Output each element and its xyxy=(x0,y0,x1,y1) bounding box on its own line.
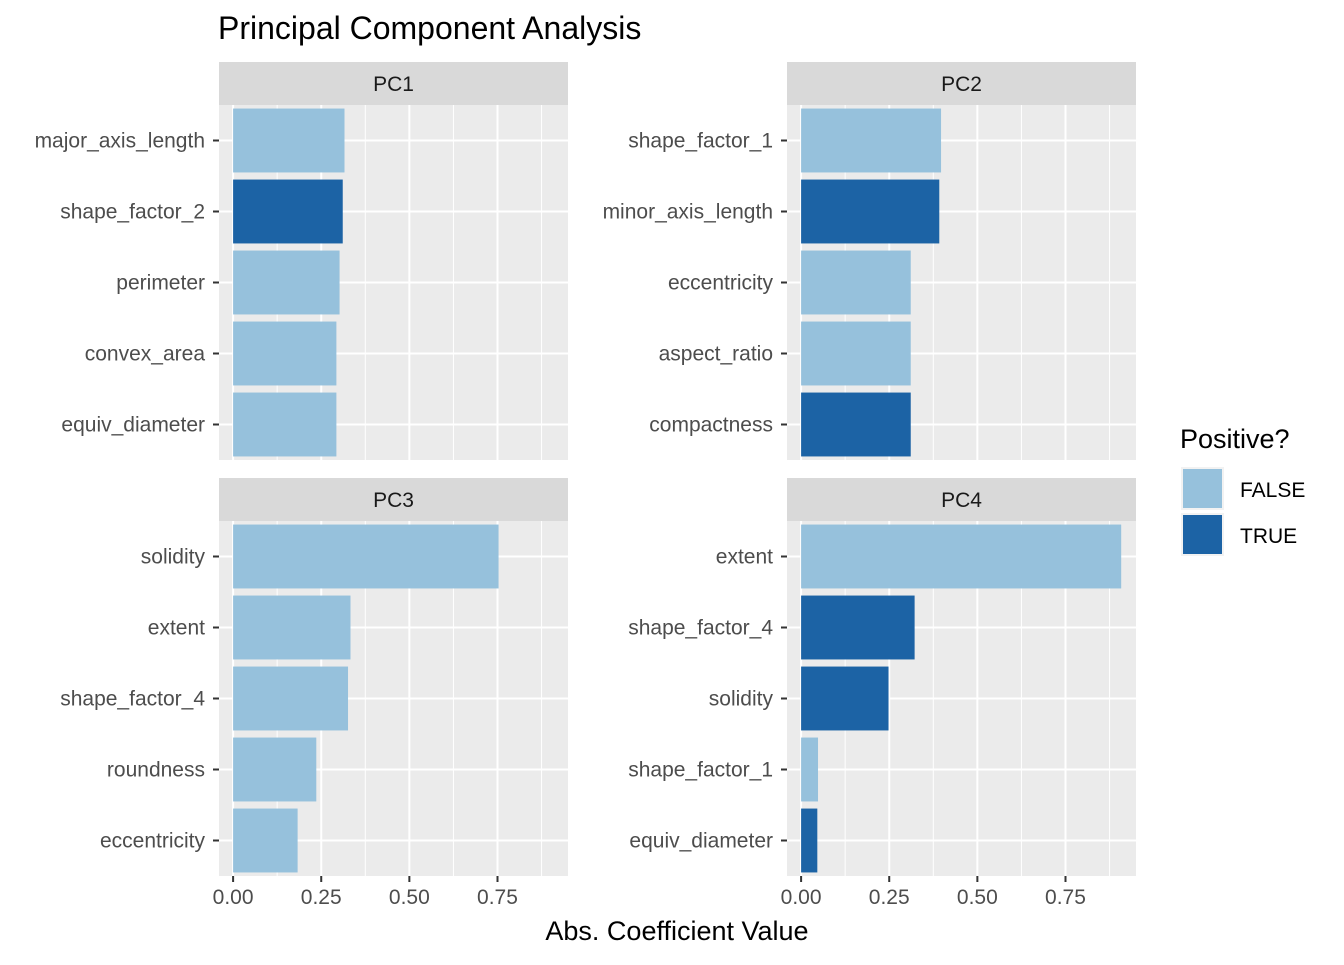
bar xyxy=(233,595,351,660)
x-tick-label: 0.50 xyxy=(389,886,430,909)
y-tick-label: equiv_diameter xyxy=(61,414,205,437)
x-tick-label: 0.25 xyxy=(301,886,342,909)
bar xyxy=(801,108,942,173)
y-tick-label: shape_factor_2 xyxy=(60,201,205,224)
x-tick-label: 0.75 xyxy=(477,886,518,909)
bar xyxy=(233,108,345,173)
legend-label: TRUE xyxy=(1240,525,1297,548)
y-tick-label: roundness xyxy=(107,759,205,782)
bar xyxy=(801,737,819,802)
bar xyxy=(801,250,911,315)
bar xyxy=(233,250,340,315)
y-tick-label: shape_factor_1 xyxy=(628,130,773,153)
y-tick-label: minor_axis_length xyxy=(603,201,773,224)
bar xyxy=(801,179,940,244)
bar xyxy=(801,524,1122,589)
legend-swatch xyxy=(1183,469,1222,508)
x-tick-label: 0.25 xyxy=(869,886,910,909)
y-tick-label: eccentricity xyxy=(668,272,774,295)
x-tick-label: 0.00 xyxy=(781,886,822,909)
bar xyxy=(801,392,911,457)
facet-strip-label: PC3 xyxy=(373,489,414,512)
bar xyxy=(233,737,317,802)
y-tick-label: extent xyxy=(716,546,773,569)
x-tick-label: 0.50 xyxy=(957,886,998,909)
y-tick-label: aspect_ratio xyxy=(659,343,773,366)
bar xyxy=(233,321,337,386)
facet-panel: PC4 extent shape_factor_4 solidity shape_fac… xyxy=(628,478,1136,909)
legend-title: Positive? xyxy=(1180,424,1290,454)
facet-panel: PC1 major_axis_length shape_factor_2perime… xyxy=(35,62,568,460)
y-tick-label: solidity xyxy=(141,546,206,569)
y-tick-label: perimeter xyxy=(116,272,205,295)
bar xyxy=(801,321,911,386)
legend: Positive? FALSE TRUE xyxy=(1180,424,1305,556)
chart-title: Principal Component Analysis xyxy=(218,10,641,46)
y-tick-label: extent xyxy=(148,617,205,640)
x-axis-title: Abs. Coefficient Value xyxy=(545,916,808,946)
y-tick-label: equiv_diameter xyxy=(629,830,773,853)
facet-panel: PC3 solidity extent shape_factor_4 roundness… xyxy=(60,478,568,909)
facet-strip xyxy=(787,478,1136,521)
facet-strip xyxy=(787,62,1136,105)
bar xyxy=(801,595,915,660)
facet-strip-label: PC1 xyxy=(373,73,414,96)
y-tick-label: convex_area xyxy=(85,343,206,366)
facet-strip xyxy=(219,478,568,521)
y-tick-label: shape_factor_4 xyxy=(628,617,773,640)
x-tick-label: 0.75 xyxy=(1045,886,1086,909)
facet-panels: PC1 major_axis_length shape_factor_2perime… xyxy=(35,62,1136,909)
bar xyxy=(233,666,349,731)
legend-swatch xyxy=(1183,515,1222,554)
legend-label: FALSE xyxy=(1240,479,1305,502)
bar xyxy=(233,808,298,873)
facet-panel: PC2 shape_factor_1 minor_axis_lengtheccent… xyxy=(603,62,1136,460)
facet-strip-label: PC4 xyxy=(941,489,982,512)
y-tick-label: shape_factor_1 xyxy=(628,759,773,782)
facet-strip xyxy=(219,62,568,105)
bar xyxy=(233,392,337,457)
y-tick-label: eccentricity xyxy=(100,830,206,853)
x-tick-label: 0.00 xyxy=(213,886,254,909)
bar xyxy=(233,524,499,589)
y-tick-label: compactness xyxy=(649,414,773,437)
facet-strip-label: PC2 xyxy=(941,73,982,96)
y-tick-label: major_axis_length xyxy=(35,130,205,153)
bar xyxy=(801,666,889,731)
bar xyxy=(233,179,343,244)
y-tick-label: shape_factor_4 xyxy=(60,688,205,711)
y-tick-label: solidity xyxy=(709,688,774,711)
bar xyxy=(801,808,818,873)
